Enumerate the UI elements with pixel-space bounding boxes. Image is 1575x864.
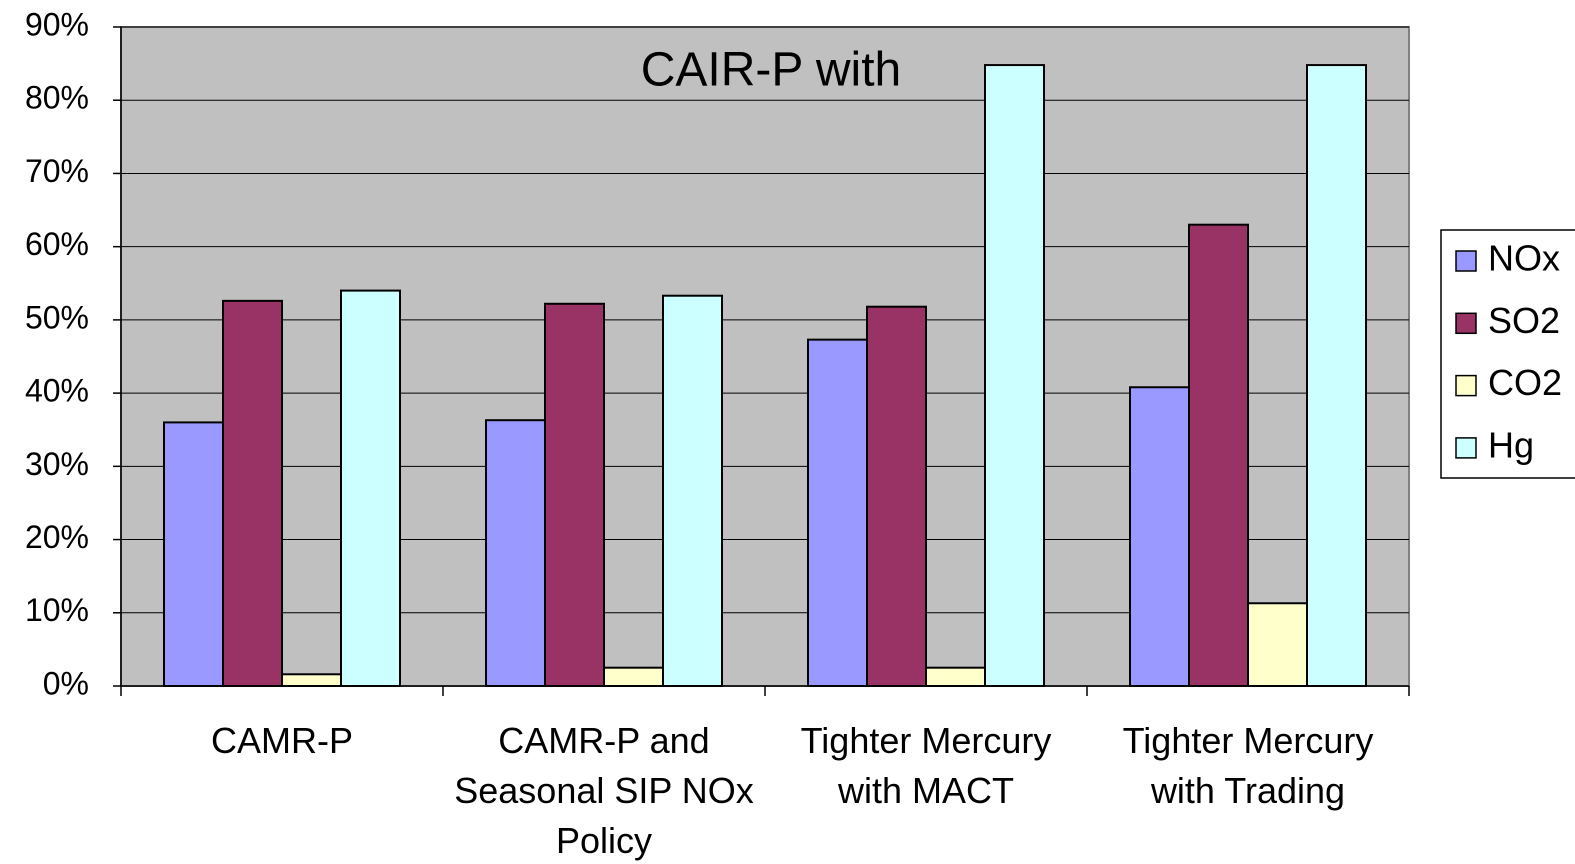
legend-swatch	[1455, 312, 1477, 335]
legend-label: CO2	[1488, 362, 1562, 403]
bar	[866, 305, 927, 687]
bar	[603, 666, 664, 688]
bar	[1129, 386, 1190, 687]
legend-label: NOx	[1488, 238, 1560, 279]
x-tick-label: Tighter Mercury with MACT	[800, 720, 1052, 811]
x-tick-label: CAMR-P	[211, 720, 353, 761]
bar	[163, 421, 224, 687]
chart-title: CAIR-P with	[641, 44, 902, 97]
bar	[281, 673, 342, 687]
y-tick-label: 20%	[25, 519, 89, 555]
y-tick-label: 50%	[25, 299, 89, 335]
bar	[544, 302, 605, 687]
y-tick-label: 30%	[25, 446, 89, 482]
bar	[340, 289, 401, 687]
legend-label: Hg	[1488, 424, 1534, 465]
bar	[1247, 602, 1308, 688]
y-tick-label: 40%	[25, 373, 89, 409]
legend-label: SO2	[1488, 300, 1560, 341]
bar	[984, 64, 1045, 687]
bar	[807, 338, 868, 687]
x-tick-label: CAMR-P and Seasonal SIP NOx Policy	[454, 720, 754, 861]
legend-swatch	[1455, 437, 1477, 459]
y-tick-label: 10%	[25, 592, 89, 628]
x-tick-label: Tighter Mercury with Trading	[1122, 720, 1374, 811]
y-tick-label: 60%	[25, 226, 89, 262]
y-tick-label: 70%	[25, 153, 89, 189]
bar	[662, 294, 723, 687]
y-tick-label: 90%	[25, 6, 89, 42]
bar	[485, 419, 546, 687]
y-tick-label: 0%	[43, 665, 89, 701]
legend-swatch	[1455, 250, 1477, 272]
bar	[1188, 223, 1249, 687]
bar	[925, 666, 986, 688]
legend	[1440, 229, 1575, 479]
bar	[222, 299, 283, 687]
bar	[1306, 64, 1367, 687]
legend-swatch	[1455, 374, 1477, 397]
y-tick-label: 80%	[25, 80, 89, 116]
